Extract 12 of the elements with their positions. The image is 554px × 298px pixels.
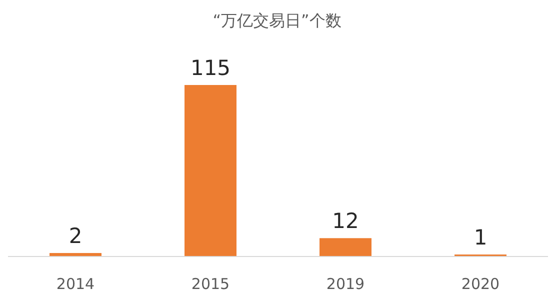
x-tick-label: 2019	[326, 275, 365, 293]
data-label: 115	[190, 56, 231, 80]
x-tick-label: 2015	[191, 275, 230, 293]
data-label: 12	[332, 209, 359, 234]
chart-title: “万亿交易日”个数	[212, 11, 342, 30]
x-tick-label: 2020	[461, 275, 500, 293]
data-label: 2	[68, 224, 82, 248]
x-tick-label: 2014	[56, 275, 95, 293]
data-label: 1	[474, 226, 488, 250]
bar	[320, 238, 372, 256]
bar	[184, 85, 236, 256]
bar	[50, 253, 102, 256]
